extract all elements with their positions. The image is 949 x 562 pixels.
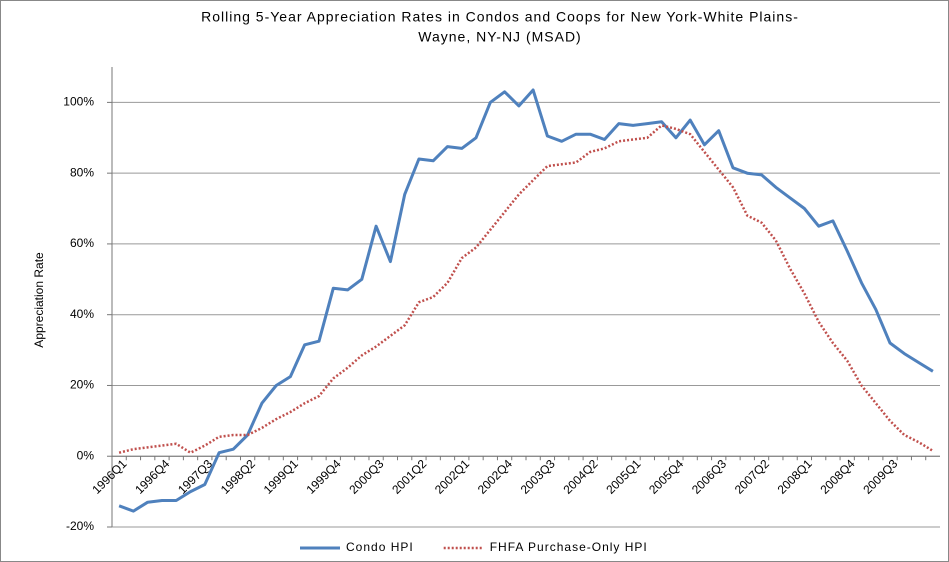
y-tick-label: -20%	[66, 519, 94, 533]
legend-label: Condo HPI	[346, 540, 414, 554]
chart-title: Wayne, NY-NJ (MSAD)	[418, 29, 581, 45]
y-tick-label: 80%	[70, 165, 94, 179]
y-tick-label: 20%	[70, 378, 94, 392]
y-tick-label: 60%	[70, 236, 94, 250]
y-tick-label: 40%	[70, 307, 94, 321]
legend-label: FHFA Purchase-Only HPI	[490, 540, 648, 554]
y-tick-label: 0%	[77, 448, 95, 462]
y-tick-label: 100%	[63, 95, 94, 109]
chart-title: Rolling 5-Year Appreciation Rates in Con…	[201, 9, 799, 25]
y-axis-label: Appreciation Rate	[32, 252, 46, 348]
series-line	[118, 88, 934, 513]
series-line	[118, 124, 934, 454]
